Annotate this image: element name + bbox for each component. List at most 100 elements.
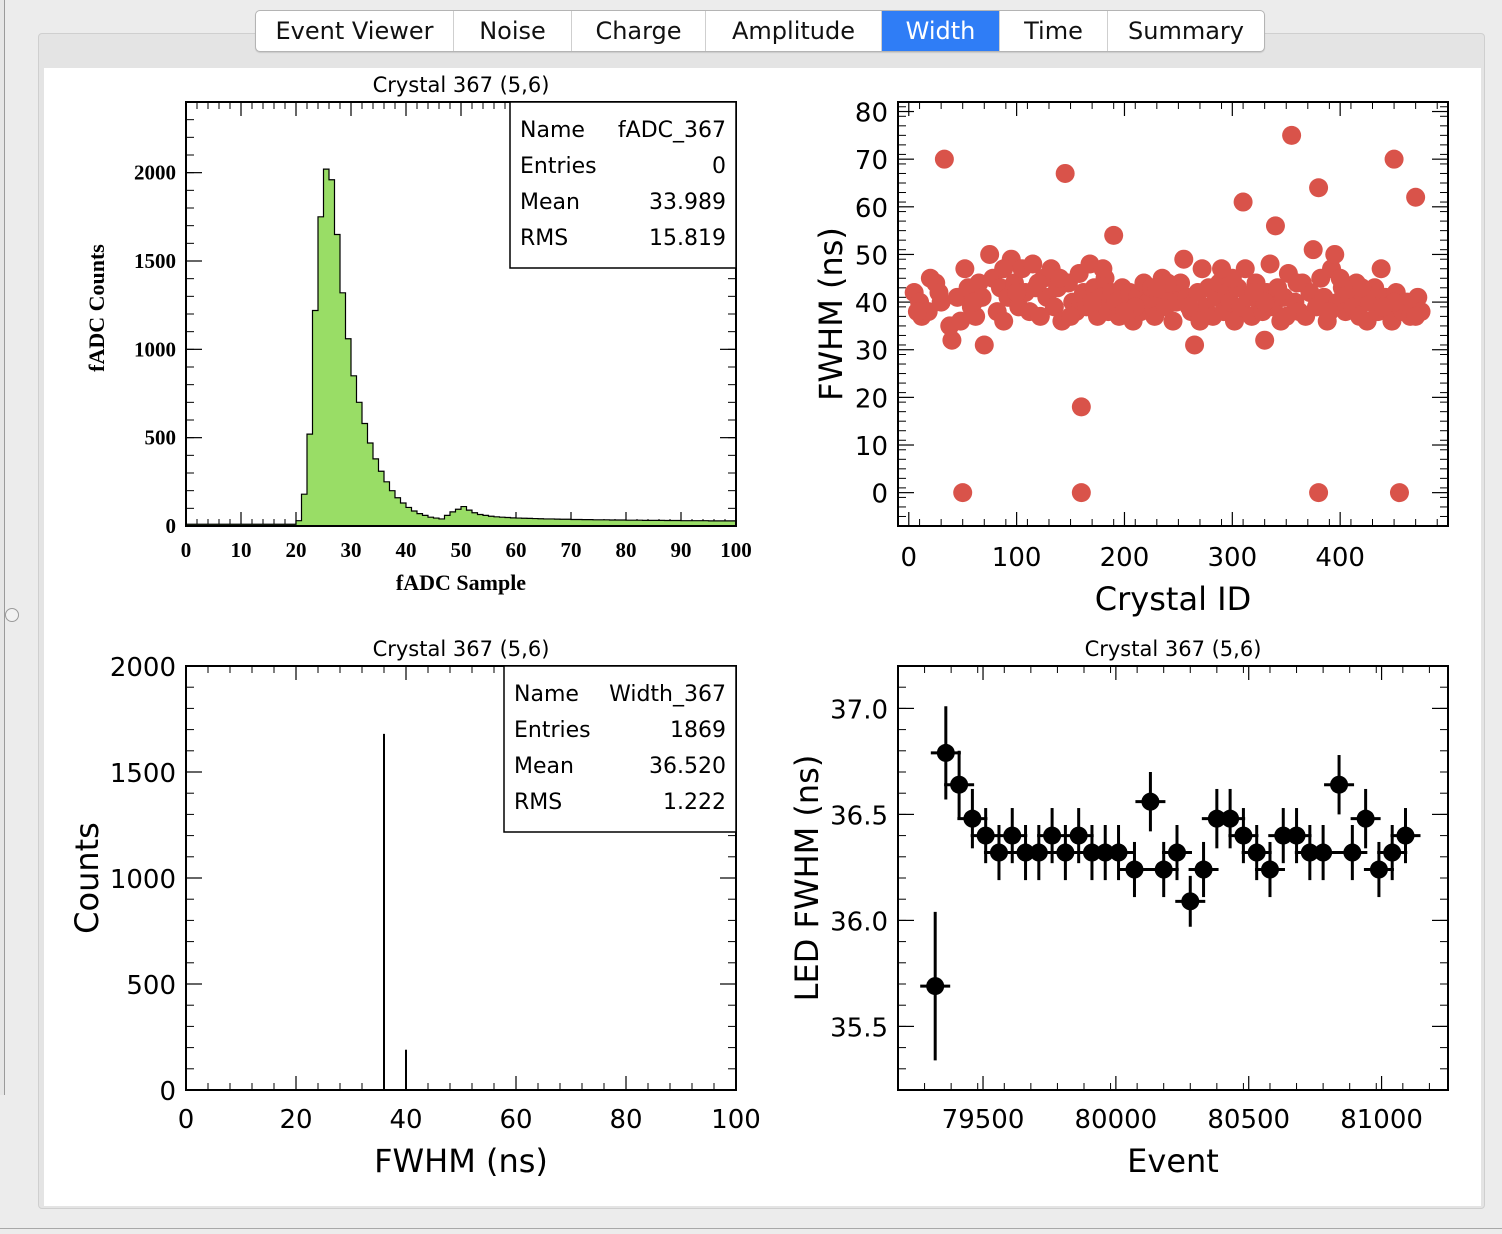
plot2-point (1233, 192, 1253, 212)
stats-label: RMS (514, 790, 562, 815)
plot3-x-tick-label: 100 (711, 1105, 761, 1135)
plot2-point (1071, 397, 1091, 417)
plot2-point (1179, 297, 1199, 317)
plot1-title: Crystal 367 (5,6) (373, 73, 550, 97)
plot2-point (1147, 278, 1167, 298)
plot2-point (1174, 249, 1194, 269)
plot2-y-tick-label: 30 (855, 337, 888, 367)
tab-noise[interactable]: Noise (454, 11, 572, 51)
plot4-point (1141, 792, 1160, 811)
plot2-point (1093, 259, 1113, 279)
plot2-point (1373, 297, 1393, 317)
plot2-y-tick-label: 80 (855, 99, 888, 129)
plot1-x-axis-label: fADC Sample (396, 570, 526, 595)
plot4-point (1167, 843, 1186, 862)
plot4-y-tick-label: 37.0 (830, 695, 888, 725)
tab-width[interactable]: Width (882, 11, 1000, 51)
tab-time[interactable]: Time (1000, 11, 1108, 51)
plot2-y-axis-label: FWHM (ns) (812, 227, 850, 401)
plot2-point (1325, 244, 1345, 264)
window-left-edge (0, 0, 5, 1095)
stats-value: 36.520 (649, 754, 726, 779)
plot4-point (1396, 826, 1415, 845)
plot2-x-tick-label: 200 (1100, 543, 1150, 573)
plot4-y-axis-label: LED FWHM (ns) (788, 755, 826, 1002)
plot2-point (1282, 125, 1302, 145)
stats-label: Entries (514, 718, 591, 743)
tab-event-viewer[interactable]: Event Viewer (256, 11, 454, 51)
plot4-point (1181, 892, 1200, 911)
plot4-point (1154, 860, 1173, 879)
plot1-x-tick-label: 50 (451, 538, 472, 562)
window-bottom-border (0, 1228, 1502, 1229)
stats-label: Entries (520, 154, 597, 179)
plot2-point (1255, 330, 1275, 350)
plot2-point (994, 259, 1014, 279)
plot1-x-tick-label: 10 (231, 538, 252, 562)
plot4-point (950, 775, 969, 794)
plot2-y-tick-label: 50 (855, 241, 888, 271)
plot2-point (953, 483, 973, 503)
plot4-point (1356, 809, 1375, 828)
stats-label: Name (514, 682, 579, 707)
plot4-point (1369, 860, 1388, 879)
plot2-x-tick-label: 100 (992, 543, 1042, 573)
plot2-point (1044, 297, 1064, 317)
stats-value: Width_367 (609, 682, 726, 707)
stats-value: 15.819 (649, 226, 726, 251)
tab-summary[interactable]: Summary (1128, 17, 1244, 45)
plot2-x-tick-label: 0 (901, 543, 918, 573)
plot2-point (1061, 306, 1081, 326)
plot4-point (926, 977, 945, 996)
plot1-y-tick-label: 0 (166, 514, 177, 538)
plot4-point (1056, 843, 1075, 862)
plot1-x-tick-label: 20 (286, 538, 307, 562)
plot2-point (1104, 225, 1124, 245)
plot4-point (1194, 860, 1213, 879)
stats-label: Name (520, 118, 585, 143)
stats-value: 33.989 (649, 190, 726, 215)
tab-charge[interactable]: Charge (572, 11, 706, 51)
plot2-point (963, 292, 983, 312)
plot3-y-tick-label: 1500 (110, 759, 176, 789)
plot4-point (1043, 826, 1062, 845)
plot2-point (1406, 187, 1426, 207)
plot1-x-tick-label: 30 (341, 538, 362, 562)
plot4-point (1234, 826, 1253, 845)
plot4-x-tick-label: 80000 (1075, 1105, 1158, 1135)
plot2-point (907, 302, 927, 322)
plot2-point (1192, 259, 1212, 279)
plot2-point (1309, 178, 1329, 198)
plot2-point (994, 311, 1014, 331)
plot1-y-axis-label: fADC Counts (84, 244, 109, 372)
plot2-point (1030, 306, 1050, 326)
stats-label: Mean (520, 190, 580, 215)
plot1-x-tick-label: 90 (671, 538, 692, 562)
plot2-x-tick-label: 300 (1207, 543, 1257, 573)
split-handle[interactable] (5, 608, 19, 622)
plot4-y-tick-label: 36.5 (830, 801, 888, 831)
plot3-y-tick-label: 500 (126, 971, 176, 1001)
plot3-title: Crystal 367 (5,6) (373, 637, 550, 661)
plot1-x-tick-label: 40 (396, 538, 417, 562)
plot4-point (1330, 775, 1349, 794)
plot2-point (1406, 306, 1426, 326)
tab-amplitude[interactable]: Amplitude (706, 11, 882, 51)
plot4-point (1314, 843, 1333, 862)
plot4-point (1247, 843, 1266, 862)
plot2-point (951, 311, 971, 331)
plot2-point (1384, 149, 1404, 169)
plot3-y-tick-label: 0 (159, 1077, 176, 1107)
plot2-point (920, 268, 940, 288)
plot2-frame (897, 101, 1449, 527)
plot3-y-axis-label: Counts (68, 822, 106, 934)
plot3-x-tick-label: 0 (178, 1105, 195, 1135)
stats-box (509, 101, 737, 269)
plot2-point (966, 306, 986, 326)
plot2-point (1023, 254, 1043, 274)
plot2-point (1244, 283, 1264, 303)
plot4-frame (897, 665, 1449, 1091)
plot4-point (1125, 860, 1144, 879)
plot2-point (1276, 306, 1296, 326)
